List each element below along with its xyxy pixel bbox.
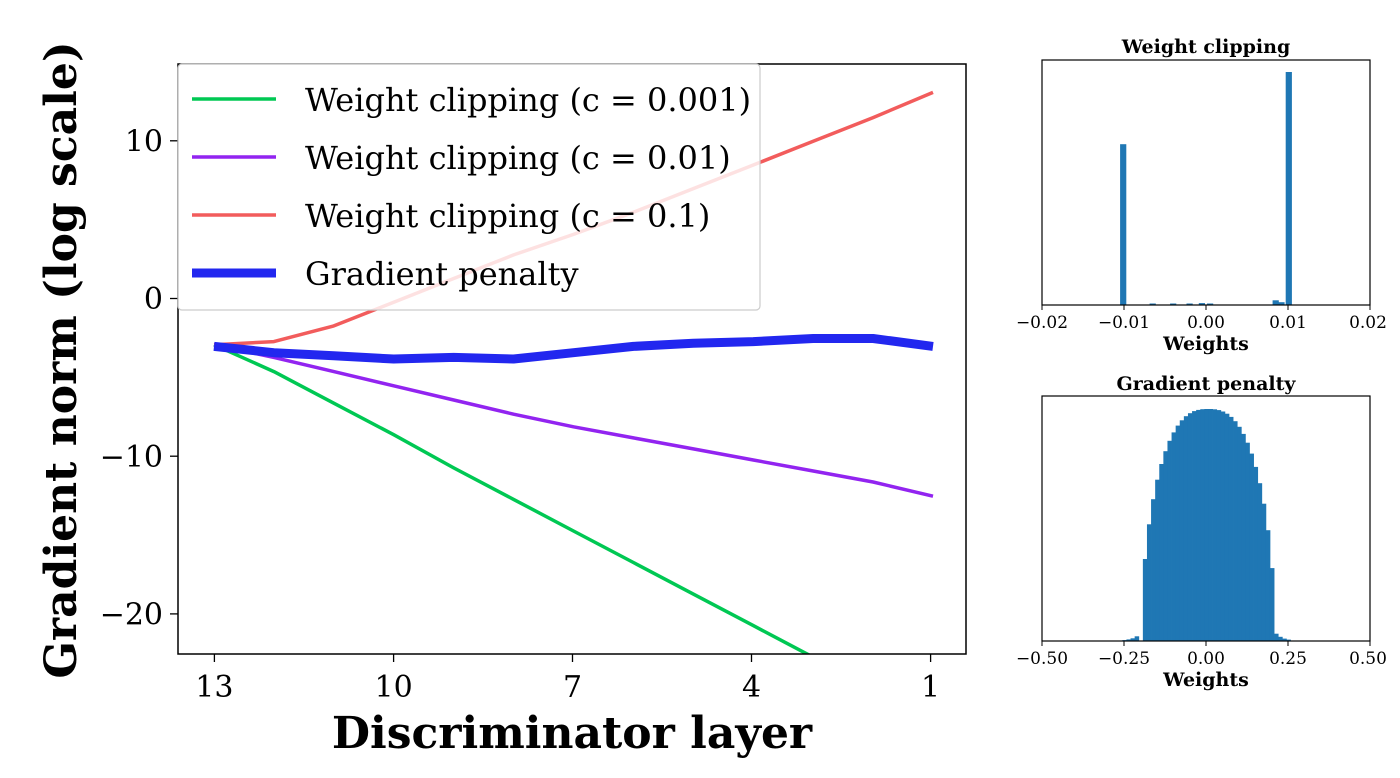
hist-bar: [1212, 409, 1218, 641]
hist-bar: [1142, 559, 1148, 641]
hist-bar: [1241, 433, 1246, 641]
hist2-bars: [1122, 409, 1291, 641]
hist-bar: [1130, 638, 1136, 641]
hist1-x-axis-title: Weights: [1162, 333, 1249, 355]
x-tick-label: −0.02: [1016, 313, 1068, 333]
hist-bar: [1171, 432, 1177, 641]
x-tick-label: 7: [563, 670, 582, 705]
hist1-bars: [1120, 72, 1292, 305]
hist-bar: [1200, 409, 1205, 641]
x-tick-label: −0.25: [1098, 649, 1150, 669]
hist-bar: [1285, 72, 1292, 305]
series-line-1: [213, 343, 811, 654]
x-tick-label: 0.02: [1349, 313, 1387, 333]
hist-bar: [1192, 411, 1197, 641]
hist-bar: [1272, 300, 1279, 305]
legend-box: [177, 63, 761, 311]
x-tick-label: 0.50: [1349, 649, 1387, 669]
hist-bar: [1265, 530, 1271, 641]
hist2-x-axis-title: Weights: [1162, 669, 1249, 691]
hist-bar: [1278, 636, 1283, 641]
hist-bar: [1261, 503, 1267, 641]
legend-label: Gradient penalty: [305, 255, 579, 293]
series-line-4: [213, 334, 934, 364]
y-tick-label: −20: [100, 598, 163, 633]
hist-bar: [1146, 524, 1152, 641]
hist-bar: [1207, 303, 1214, 305]
x-tick-label: 13: [195, 670, 233, 705]
y-tick-label: −10: [100, 440, 163, 475]
hist-bar: [1208, 409, 1213, 641]
hist-bar: [1274, 633, 1279, 641]
hist-bar: [1245, 442, 1250, 641]
legend-label: Weight clipping (c = 0.001): [305, 81, 751, 119]
hist-bar: [1163, 451, 1168, 641]
hist-bar: [1149, 303, 1156, 305]
hist-bar: [1278, 302, 1285, 305]
hist-weight-clipping: Weight clipping −0.02 −0.01 0.00 0.01 0.…: [1016, 36, 1387, 355]
hist-bar: [1253, 466, 1259, 641]
x-tick-label: 10: [375, 670, 413, 705]
hist2-x-ticks: −0.50 −0.25 0.00 0.25 0.50: [1016, 641, 1387, 669]
hist-bar: [1170, 303, 1177, 305]
hist-bar: [1186, 303, 1193, 305]
hist-bar: [1126, 639, 1131, 641]
main-y-axis-title: Gradient norm (log scale): [36, 41, 87, 678]
legend: Weight clipping (c = 0.001) Weight clipp…: [177, 63, 761, 311]
hist-bar: [1257, 483, 1263, 641]
hist-bar: [1134, 636, 1140, 641]
main-chart: 13 10 7 4 1 10 0 −10 −20 Discriminator l…: [36, 41, 967, 759]
y-tick-label: 0: [144, 282, 163, 317]
hist-bar: [1196, 409, 1201, 641]
x-tick-label: −0.01: [1098, 313, 1150, 333]
hist1-title: Weight clipping: [1121, 36, 1290, 58]
x-tick-label: 0.00: [1187, 649, 1225, 669]
hist-bar: [1159, 464, 1164, 641]
hist-bar: [1220, 411, 1226, 641]
hist-bar: [1216, 410, 1222, 641]
hist-gradient-penalty: Gradient penalty −0.50 −0.25 0.00 0.25 0…: [1016, 373, 1387, 691]
hist-bar: [1269, 568, 1275, 641]
hist-bar: [1120, 144, 1127, 305]
hist-bar: [1155, 479, 1160, 641]
legend-label: Weight clipping (c = 0.1): [305, 197, 710, 235]
hist-bar: [1175, 425, 1181, 641]
hist2-title: Gradient penalty: [1117, 373, 1297, 395]
hist-bar: [1249, 453, 1254, 641]
hist-bar: [1187, 413, 1193, 641]
x-tick-label: 0.01: [1269, 313, 1307, 333]
hist-bar: [1204, 409, 1209, 641]
hist-bar: [1151, 499, 1156, 641]
hist-bar: [1224, 413, 1230, 641]
hist-bar: [1237, 426, 1242, 641]
x-tick-label: 4: [742, 670, 761, 705]
hist-bar: [1198, 303, 1205, 305]
hist1-frame: [1041, 59, 1371, 306]
hist-bar: [1183, 416, 1189, 641]
hist-bar: [1286, 639, 1291, 641]
x-tick-label: 0.25: [1269, 649, 1307, 669]
main-x-ticks: 13 10 7 4 1: [195, 654, 940, 705]
main-x-axis-title: Discriminator layer: [332, 708, 813, 759]
y-tick-label: 10: [125, 125, 163, 160]
hist-bar: [1228, 416, 1234, 641]
x-tick-label: 1: [921, 670, 940, 705]
hist-bar: [1179, 420, 1185, 641]
series-line-2: [213, 343, 934, 498]
x-tick-label: 0.00: [1187, 313, 1225, 333]
main-y-ticks: 10 0 −10 −20: [100, 125, 178, 633]
x-tick-label: −0.50: [1016, 649, 1068, 669]
hist-bar: [1233, 421, 1238, 641]
hist-bar: [1282, 638, 1287, 641]
hist-bar: [1167, 440, 1172, 641]
legend-label: Weight clipping (c = 0.01): [305, 139, 731, 177]
hist1-x-ticks: −0.02 −0.01 0.00 0.01 0.02: [1016, 305, 1387, 333]
